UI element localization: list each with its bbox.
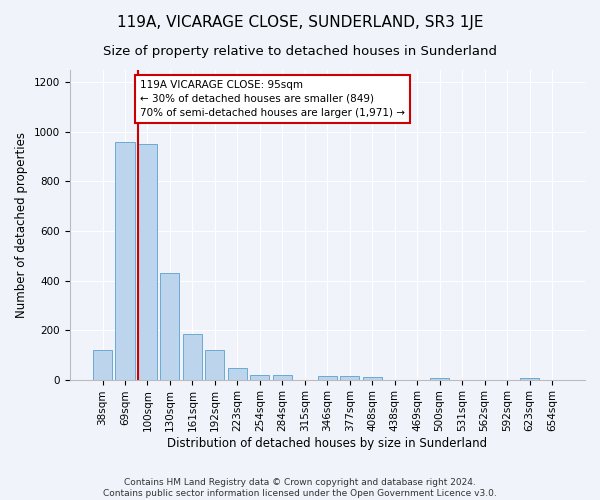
Bar bbox=[93, 350, 112, 380]
Text: 119A VICARAGE CLOSE: 95sqm
← 30% of detached houses are smaller (849)
70% of sem: 119A VICARAGE CLOSE: 95sqm ← 30% of deta… bbox=[140, 80, 405, 118]
Bar bbox=[318, 376, 337, 380]
Text: 119A, VICARAGE CLOSE, SUNDERLAND, SR3 1JE: 119A, VICARAGE CLOSE, SUNDERLAND, SR3 1J… bbox=[117, 15, 483, 30]
Bar bbox=[430, 378, 449, 380]
Bar bbox=[520, 378, 539, 380]
Bar bbox=[138, 144, 157, 380]
Bar bbox=[205, 350, 224, 380]
Y-axis label: Number of detached properties: Number of detached properties bbox=[15, 132, 28, 318]
Bar bbox=[273, 374, 292, 380]
Bar bbox=[228, 368, 247, 380]
Text: Size of property relative to detached houses in Sunderland: Size of property relative to detached ho… bbox=[103, 45, 497, 58]
Bar bbox=[183, 334, 202, 380]
Bar bbox=[340, 376, 359, 380]
Bar bbox=[362, 377, 382, 380]
Bar bbox=[115, 142, 134, 380]
Bar bbox=[250, 374, 269, 380]
X-axis label: Distribution of detached houses by size in Sunderland: Distribution of detached houses by size … bbox=[167, 437, 487, 450]
Bar bbox=[160, 273, 179, 380]
Text: Contains HM Land Registry data © Crown copyright and database right 2024.
Contai: Contains HM Land Registry data © Crown c… bbox=[103, 478, 497, 498]
